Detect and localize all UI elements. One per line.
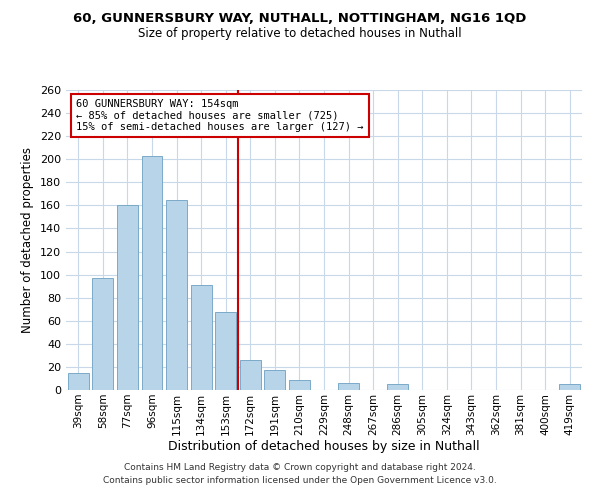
Bar — [289, 380, 310, 390]
Bar — [387, 384, 408, 390]
Text: Contains HM Land Registry data © Crown copyright and database right 2024.: Contains HM Land Registry data © Crown c… — [124, 464, 476, 472]
Bar — [166, 200, 187, 390]
Text: Size of property relative to detached houses in Nuthall: Size of property relative to detached ho… — [138, 28, 462, 40]
Bar — [265, 370, 286, 390]
Bar — [215, 312, 236, 390]
Bar — [191, 285, 212, 390]
Text: Contains public sector information licensed under the Open Government Licence v3: Contains public sector information licen… — [103, 476, 497, 485]
Bar — [559, 384, 580, 390]
Text: 60 GUNNERSBURY WAY: 154sqm
← 85% of detached houses are smaller (725)
15% of sem: 60 GUNNERSBURY WAY: 154sqm ← 85% of deta… — [76, 99, 364, 132]
Text: 60, GUNNERSBURY WAY, NUTHALL, NOTTINGHAM, NG16 1QD: 60, GUNNERSBURY WAY, NUTHALL, NOTTINGHAM… — [73, 12, 527, 26]
Bar — [142, 156, 163, 390]
Bar — [338, 383, 359, 390]
Bar — [240, 360, 261, 390]
Bar — [68, 372, 89, 390]
Bar — [92, 278, 113, 390]
Bar — [117, 206, 138, 390]
X-axis label: Distribution of detached houses by size in Nuthall: Distribution of detached houses by size … — [168, 440, 480, 454]
Y-axis label: Number of detached properties: Number of detached properties — [22, 147, 34, 333]
